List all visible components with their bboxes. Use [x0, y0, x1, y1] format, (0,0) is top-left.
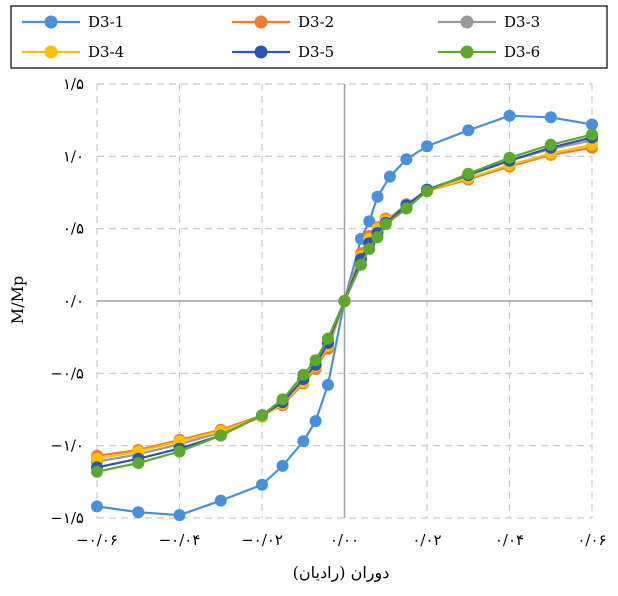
y-tick-label: ۱/۵	[63, 75, 84, 93]
data-point	[338, 295, 351, 307]
data-point	[91, 500, 103, 513]
y-tick-label: −۱/۵	[50, 509, 84, 527]
data-point	[586, 118, 598, 131]
data-point	[132, 457, 145, 469]
legend-item: D3-4	[22, 43, 124, 61]
data-point	[297, 368, 310, 381]
series-line	[96, 114, 593, 517]
legend-marker	[44, 45, 58, 59]
data-point	[276, 459, 289, 472]
data-point	[173, 509, 186, 522]
data-point	[400, 153, 413, 166]
data-point	[371, 190, 384, 203]
legend-marker	[254, 15, 268, 29]
legend-marker	[460, 45, 474, 59]
legend-label: D3-1	[88, 13, 124, 31]
data-point	[256, 409, 268, 422]
x-tick-label: −۰/۰۴	[159, 531, 201, 549]
legend: D3-1 D3-2 D3-3 D3-4 D3-5 D3-6	[10, 5, 608, 69]
data-point	[421, 140, 433, 153]
data-point	[322, 378, 334, 391]
legend-item: D3-5	[232, 43, 334, 61]
legend-marker	[44, 15, 58, 29]
data-point	[276, 393, 289, 406]
data-point	[355, 258, 367, 271]
data-point	[322, 332, 334, 345]
legend-label: D3-5	[298, 43, 334, 61]
data-point	[503, 109, 516, 122]
legend-label: D3-3	[504, 13, 540, 31]
data-point	[586, 128, 598, 141]
legend-item: D3-1	[22, 13, 124, 31]
data-point	[173, 445, 186, 458]
x-tick-label: ۰/۰۲	[412, 531, 441, 549]
data-point	[544, 138, 557, 151]
data-point	[91, 465, 103, 478]
data-point	[309, 354, 322, 367]
legend-label: D3-2	[298, 13, 334, 31]
data-point	[363, 242, 376, 255]
y-tick-label: −۱/۰	[50, 437, 84, 455]
data-point	[371, 231, 384, 244]
y-tick-label: ۱/۰	[63, 147, 84, 165]
data-point	[91, 452, 103, 465]
x-tick-label: ۰/۰۶	[577, 531, 606, 549]
x-tick-label: −۰/۰۶	[76, 531, 118, 549]
data-point	[503, 151, 516, 164]
data-point	[421, 185, 433, 198]
data-point	[132, 506, 145, 519]
data-point	[400, 202, 413, 215]
legend-item: D3-6	[438, 43, 540, 61]
legend-item: D3-2	[232, 13, 334, 31]
y-tick-label: −۰/۵	[50, 364, 84, 382]
y-tick-label: ۰/۵	[63, 220, 84, 238]
data-point	[544, 111, 557, 124]
data-point	[383, 170, 396, 183]
data-point	[214, 429, 227, 442]
data-point	[309, 415, 322, 428]
data-point	[256, 478, 268, 491]
legend-label: D3-6	[504, 43, 540, 61]
y-tick-label: ۰/۰	[63, 292, 84, 310]
x-tick-label: ۰/۰۰	[330, 531, 359, 549]
series-d3-6	[91, 128, 598, 478]
legend-marker	[254, 45, 268, 59]
legend-label: D3-4	[88, 43, 124, 61]
legend-frame	[10, 5, 608, 69]
data-point	[214, 494, 227, 507]
x-tick-label: −۰/۰۲	[241, 531, 283, 549]
data-point	[462, 124, 475, 137]
series-line	[96, 133, 593, 473]
y-axis-title: M/Mp	[8, 276, 27, 324]
data-point	[462, 167, 475, 180]
legend-item: D3-3	[438, 13, 540, 31]
legend-marker	[460, 15, 474, 29]
data-point	[379, 218, 392, 231]
series-layer	[91, 109, 598, 522]
x-tick-label: ۰/۰۴	[495, 531, 524, 549]
tick-labels: −۰/۰۶ −۰/۰۴ −۰/۰۲ ۰/۰۰ ۰/۰۲ ۰/۰۴ ۰/۰۶ ۱/۵ ۱/۰ ۰/۵…	[50, 75, 606, 549]
data-point	[297, 435, 310, 448]
x-axis-title: دوران (رادیان)	[293, 563, 390, 582]
